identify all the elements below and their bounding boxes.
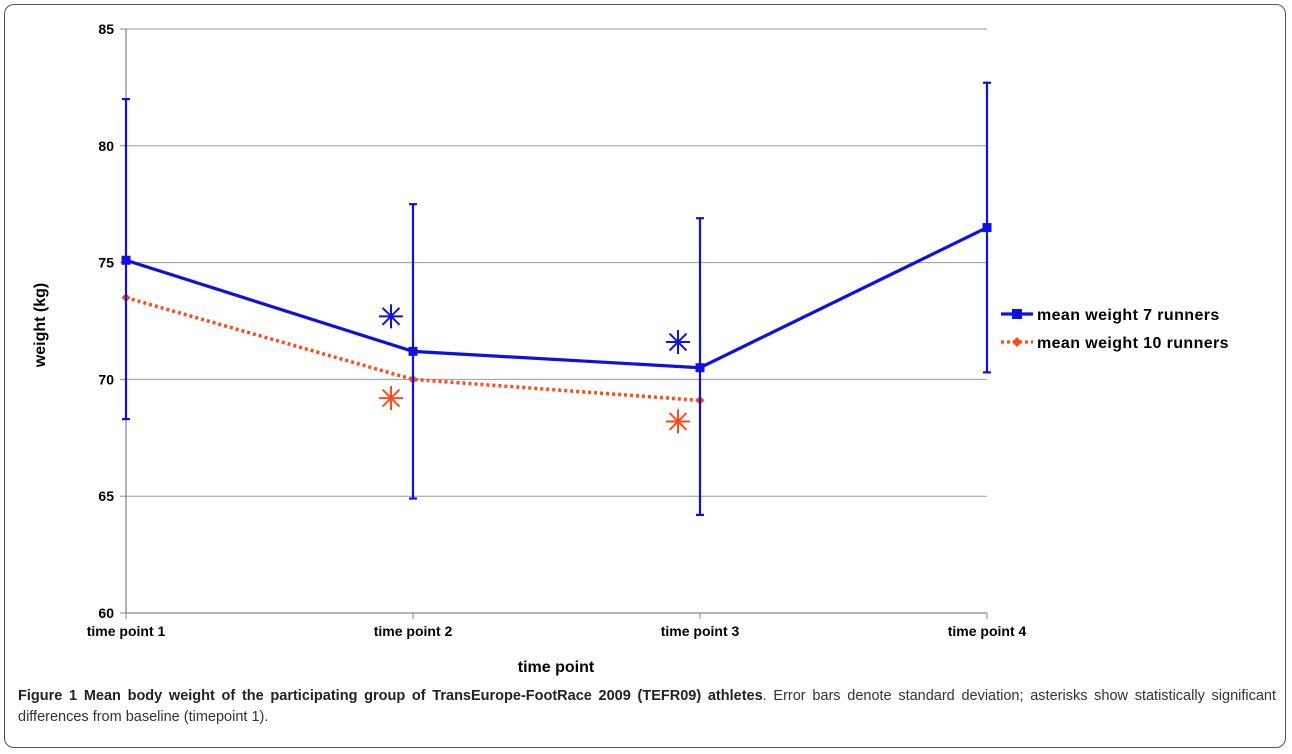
y-tick-label: 75 bbox=[98, 255, 114, 271]
legend-label: mean weight 7 runners bbox=[1037, 307, 1220, 324]
x-axis: time point 1 time point 2 time point 3 time… bbox=[87, 613, 1027, 639]
legend-item: mean weight 7 runners bbox=[1001, 307, 1220, 324]
y-axis-title: weight (kg) bbox=[32, 283, 49, 368]
data-point bbox=[696, 363, 705, 372]
y-tick-label: 80 bbox=[98, 138, 114, 154]
legend-marker bbox=[1012, 309, 1022, 319]
significance-asterisk bbox=[379, 304, 403, 328]
y-tick-label: 60 bbox=[98, 605, 114, 621]
grid bbox=[126, 29, 987, 496]
data-point bbox=[983, 223, 992, 232]
y-axis: 60 65 70 75 80 85 bbox=[98, 21, 126, 621]
caption-title: Mean body weight of the participating gr… bbox=[84, 688, 763, 704]
legend-marker bbox=[1012, 337, 1022, 347]
legend-label: mean weight 10 runners bbox=[1037, 335, 1229, 352]
legend-item: mean weight 10 runners bbox=[1001, 335, 1229, 352]
significance-asterisk bbox=[379, 386, 403, 410]
y-tick-label: 85 bbox=[98, 21, 114, 37]
y-tick-label: 70 bbox=[98, 371, 114, 387]
data-point bbox=[122, 256, 131, 265]
x-tick-label: time point 1 bbox=[87, 623, 166, 639]
x-tick-label: time point 4 bbox=[948, 623, 1027, 639]
y-tick-label: 65 bbox=[98, 488, 114, 504]
data-point bbox=[409, 347, 418, 356]
series-line bbox=[126, 228, 987, 368]
significance-asterisk bbox=[666, 330, 690, 354]
figure-caption: Figure 1 Mean body weight of the partici… bbox=[18, 686, 1276, 728]
x-tick-label: time point 3 bbox=[661, 623, 740, 639]
caption-label: Figure 1 bbox=[18, 688, 77, 704]
x-axis-title: time point bbox=[518, 659, 595, 676]
plot-area bbox=[122, 83, 992, 515]
x-tick-label: time point 2 bbox=[374, 623, 453, 639]
significance-asterisk bbox=[666, 409, 690, 433]
legend: mean weight 7 runners mean weight 10 runn… bbox=[1001, 307, 1229, 352]
